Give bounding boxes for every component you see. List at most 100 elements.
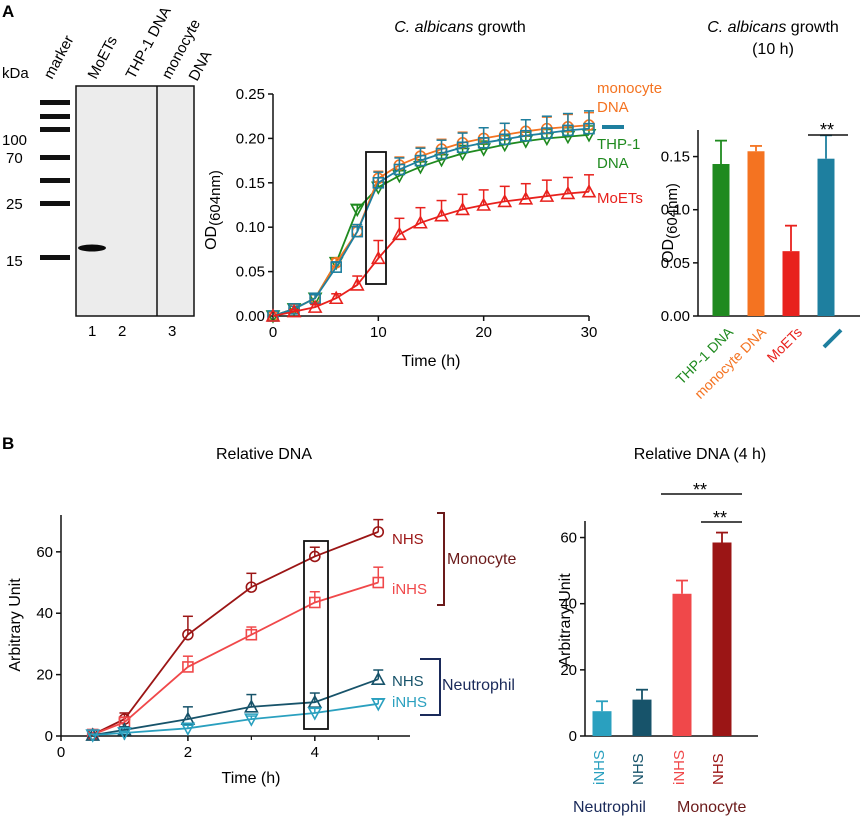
cat-label-neutrophil-inhs: iNHS (591, 750, 608, 785)
legend-neutrophil-nhs: NHS (392, 673, 424, 690)
growth-x-label: Time (h) (402, 353, 461, 370)
legend-monocyte-inhs: iNHS (392, 581, 427, 598)
series-line (92, 678, 379, 736)
y-tick-label: 0.10 (236, 219, 265, 236)
growth-y-label: OD(604nm) (203, 170, 224, 250)
significance-label: ** (820, 120, 834, 140)
ladder-band (40, 100, 70, 105)
time-point-box (365, 151, 387, 285)
y-tick-label: 0 (569, 728, 577, 745)
x-tick-label: 4 (311, 744, 319, 761)
y-tick-label: 0.00 (661, 308, 690, 325)
group-label-neutrophil: Neutrophil (573, 799, 646, 816)
x-tick-label: 20 (475, 324, 492, 341)
reldna-y-label: Arbitrary Unit (7, 578, 24, 672)
y-tick-label: 0 (45, 728, 53, 745)
data-point (372, 177, 385, 189)
y-tick-label: 40 (36, 605, 53, 622)
data-point (455, 201, 470, 216)
neutrophil-bracket (420, 658, 441, 716)
data-point (434, 207, 449, 222)
ladder-label-100: 100 (2, 132, 27, 149)
data-point (244, 699, 259, 713)
y-tick-label: 0.25 (236, 86, 265, 103)
data-point (498, 133, 511, 146)
blot-unit-label: kDa (2, 65, 29, 82)
x-tick-label: 30 (581, 324, 598, 341)
x-tick-label: 0 (269, 324, 277, 341)
data-point (413, 215, 428, 229)
group-label-monocyte: Monocyte (677, 799, 746, 816)
blot-col-moets: MoETs (85, 33, 122, 81)
data-point (307, 707, 323, 721)
growth-title: C. albicans growth (394, 19, 526, 36)
legend-moets: MoETs (597, 190, 643, 207)
ladder-label-25: 25 (6, 196, 23, 213)
bar (782, 251, 800, 316)
data-point (309, 292, 321, 305)
blot-col-dna: DNA (186, 48, 216, 84)
legend-control-swatch (602, 125, 624, 129)
ladder-label-70: 70 (6, 150, 23, 167)
y-tick-label: 0.15 (236, 175, 265, 192)
panel-label-a: A (2, 2, 14, 21)
data-point (476, 197, 492, 211)
data-point (370, 250, 386, 265)
lane-number-2: 2 (118, 323, 126, 340)
y-tick-label: 20 (560, 662, 577, 679)
data-point (307, 299, 323, 313)
reldna4-title: Relative DNA (4 h) (634, 446, 767, 463)
data-point (245, 581, 258, 593)
y-tick-label: 0.05 (236, 264, 265, 281)
y-tick-label: 60 (36, 544, 53, 561)
y-tick-label: 0.15 (661, 149, 690, 166)
relative-dna-chart: Relative DNA Arbitrary Unit Time (h) 020… (7, 446, 516, 787)
series-line (92, 581, 379, 736)
bar (712, 542, 732, 736)
western-blot: kDa marker MoETs THP-1 DNA monocyte DNA … (2, 4, 215, 340)
series-line (92, 531, 379, 736)
data-point (541, 127, 553, 139)
bar (817, 158, 835, 316)
ladder-band (40, 155, 70, 160)
blot-col-marker: marker (41, 33, 78, 82)
data-point (518, 191, 534, 205)
data-point (560, 185, 576, 200)
data-point (497, 193, 513, 208)
data-point (117, 727, 132, 741)
blot-membrane (75, 85, 195, 317)
data-point (414, 154, 427, 167)
cat-label-monocyte-nhs: NHS (710, 753, 727, 785)
x-tick-label: 10 (370, 324, 387, 341)
data-point (370, 697, 386, 712)
data-point (351, 225, 364, 238)
reldna-x-label: Time (h) (222, 770, 281, 787)
growth10-subtitle: (10 h) (752, 41, 794, 58)
data-point (562, 124, 574, 137)
y-tick-label: 0.05 (661, 255, 690, 272)
bar (632, 699, 652, 736)
growth10-y-label: OD(604nm) (660, 183, 681, 263)
data-point (286, 303, 302, 318)
data-point (519, 129, 532, 142)
cat-label-control-swatch (822, 328, 843, 349)
data-point (539, 188, 555, 202)
bar (712, 164, 730, 316)
y-tick-label: 0.00 (236, 308, 265, 325)
lane-number-3: 3 (168, 323, 176, 340)
time-point-box (303, 540, 329, 730)
series-line (92, 702, 379, 736)
data-point (180, 722, 196, 736)
bar (747, 151, 765, 316)
data-point (372, 526, 385, 538)
ladder-band (40, 114, 70, 119)
bar (672, 593, 692, 736)
data-point (372, 576, 385, 589)
series-line (272, 190, 590, 317)
significance-label: ** (693, 480, 707, 500)
data-point (477, 137, 490, 149)
cat-label-moets: MoETs (764, 324, 806, 366)
y-tick-label: 20 (36, 667, 53, 684)
legend-neutrophil-group: Neutrophil (442, 677, 515, 694)
